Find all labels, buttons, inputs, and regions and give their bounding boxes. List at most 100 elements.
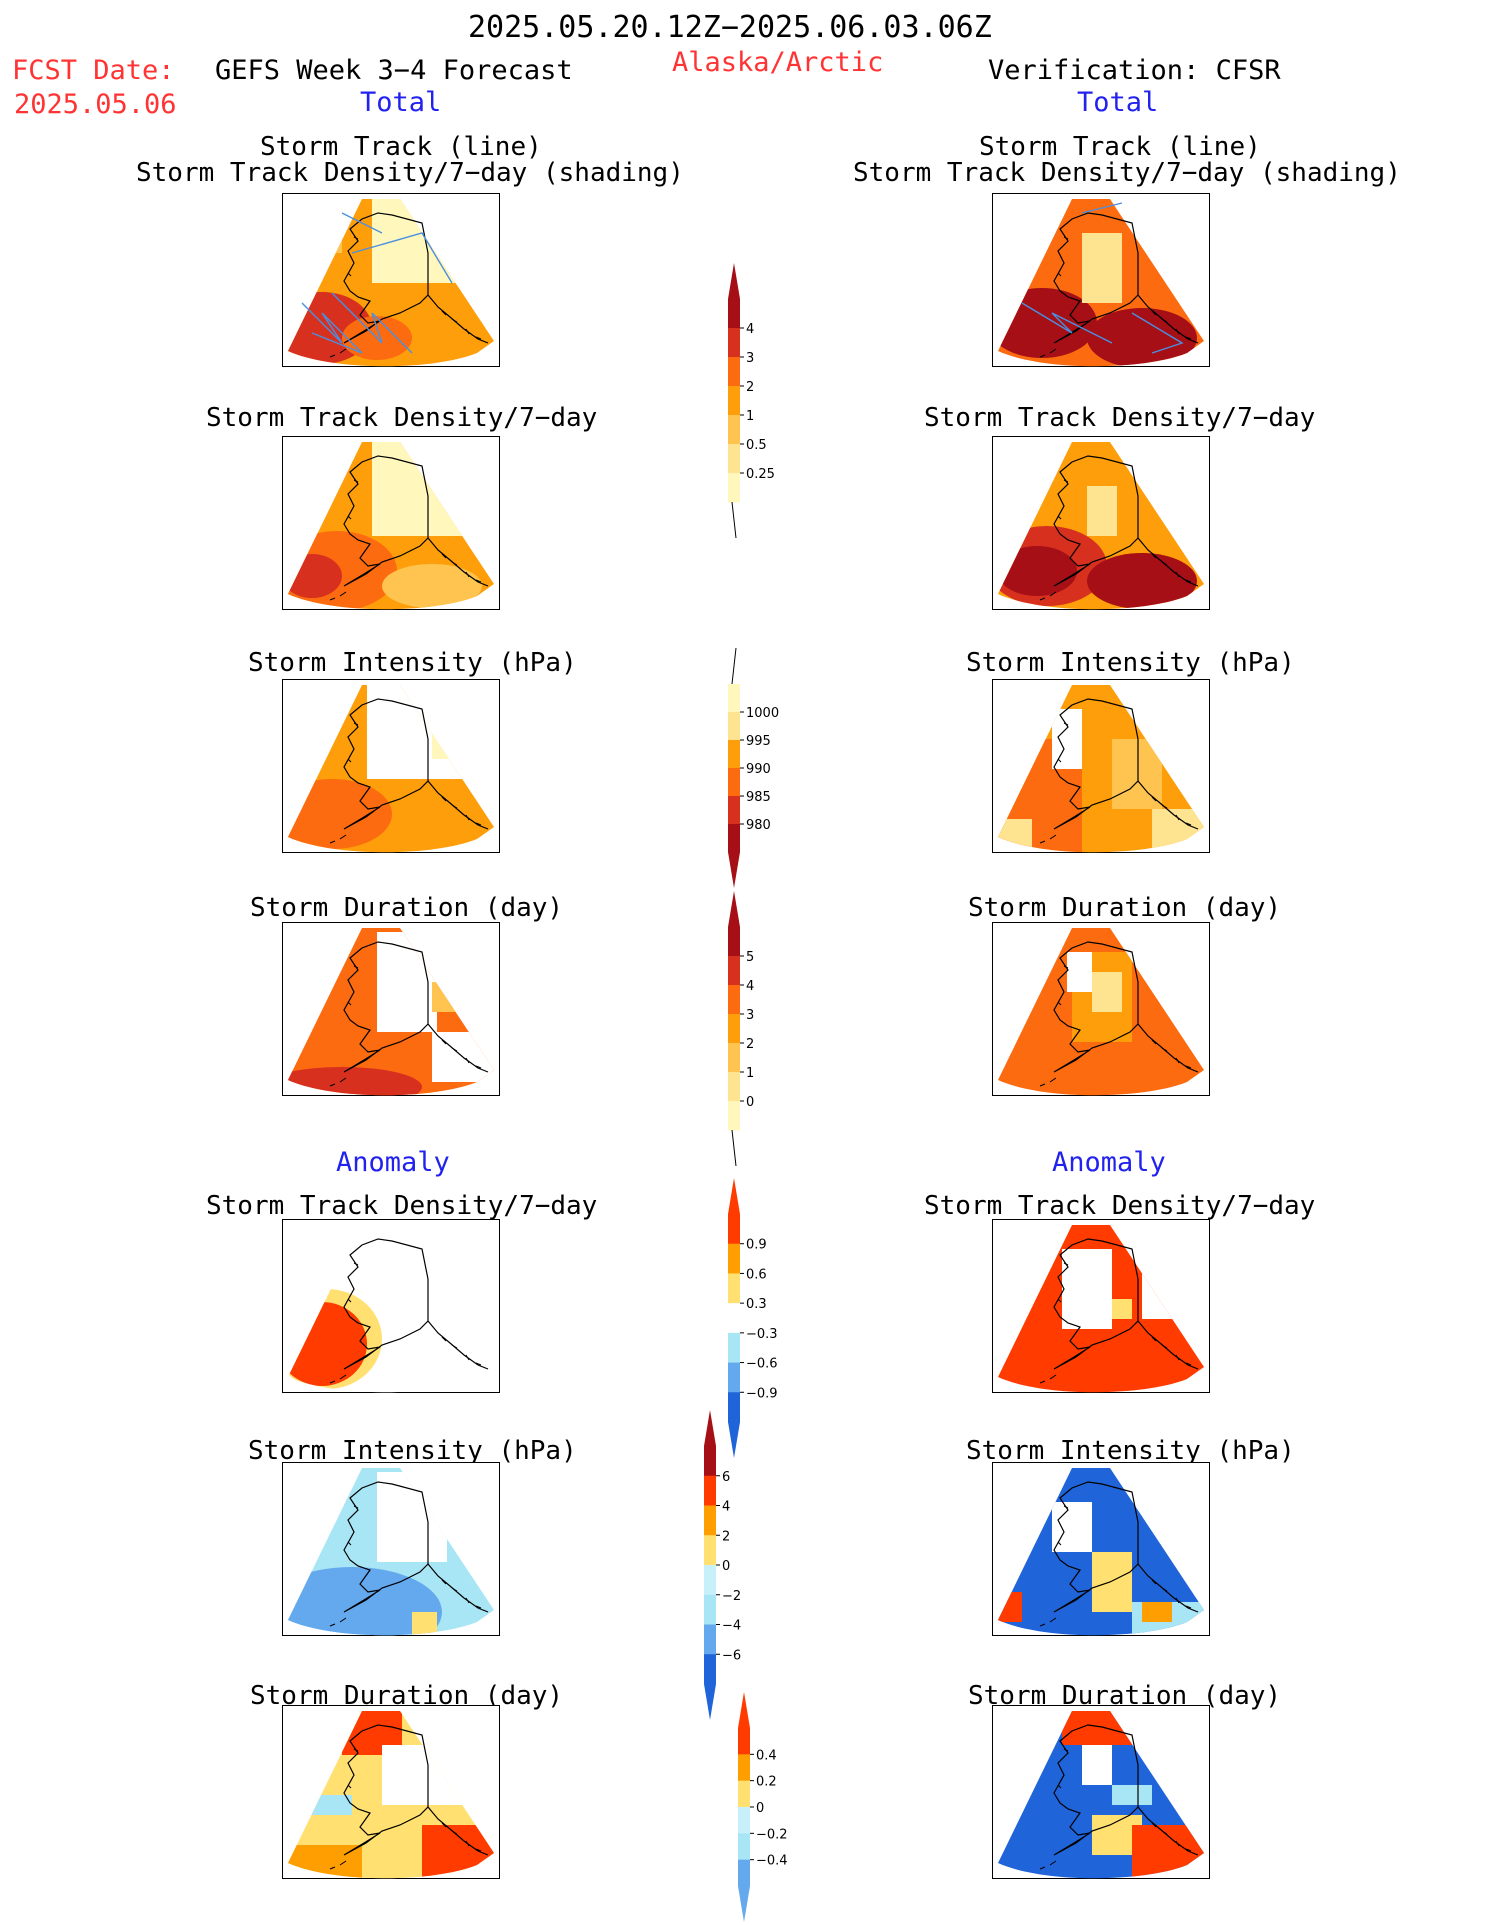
colorbar-label: 3 [746,1008,754,1023]
right-duration-map [992,922,1210,1096]
colorbar-label: 4 [746,979,754,994]
colorbar-segment [728,1072,740,1102]
colorbar-label: 1000 [746,706,779,721]
colorbar-segment [728,357,740,387]
colorbar-label: 0.5 [746,438,767,453]
colorbar-label: 4 [746,322,754,337]
colorbar-segment [728,473,740,503]
colorbar-segment [728,1362,740,1393]
right-density-map [992,436,1210,610]
colorbar-arrow [728,1178,740,1214]
right-density-anomaly-map [992,1219,1210,1393]
colorbar-segment [738,1780,750,1808]
colorbar-segment [728,740,740,769]
colorbar-segment [704,1654,716,1685]
colorbar-segment [728,796,740,825]
colorbar-svg: 0.9 0.6 0.3 −0.3 −0.6 −0.9 [728,1178,778,1458]
colorbar-label: 985 [746,790,771,805]
colorbar-label: −0.9 [746,1386,778,1401]
left-density-anomaly-map [282,1219,500,1393]
right-anomaly-label: Anomaly [1052,1147,1166,1178]
colorbar-duration-anomaly: 0.4 0.2 0 −0.2 −0.4 [734,1692,794,1922]
colorbar-segment [728,684,740,713]
colorbar-segment [728,328,740,358]
colorbar-tail [731,1129,737,1167]
colorbar-arrow [728,891,740,927]
colorbar-segment [728,1303,740,1334]
right-title-track-line: Storm Track (line) [979,132,1261,162]
right-title-density: Storm Track Density/7−day [924,403,1316,433]
colorbar-arrow [728,852,740,888]
left-duration-anomaly-map [282,1705,500,1879]
right-intensity-anomaly-map [992,1462,1210,1636]
colorbar-segment [704,1446,716,1477]
left-intensity-anomaly-map [282,1462,500,1636]
colorbar-label: 2 [722,1529,730,1544]
colorbar-segment [738,1807,750,1834]
colorbar-arrow [728,1422,740,1458]
colorbar-intensity-anomaly: 6 4 2 0 −2 −4 −6 [700,1410,760,1720]
left-intensity-map [282,679,500,853]
colorbar-segment [704,1535,716,1566]
colorbar-density-anomaly: 0.9 0.6 0.3 −0.3 −0.6 −0.9 [724,1178,784,1458]
colorbar-arrow [738,1886,750,1922]
left-title-track-line: Storm Track (line) [260,132,542,162]
left-duration-map [282,922,500,1096]
colorbar-label: 0.3 [746,1297,767,1312]
colorbar-duration-total: 5 4 3 2 1 0 [724,891,784,1167]
colorbar-svg: 0.4 0.2 0 −0.2 −0.4 [738,1692,788,1922]
colorbar-segment [728,1043,740,1073]
right-title-duration: Storm Duration (day) [968,893,1282,923]
colorbar-segment [704,1624,716,1655]
right-track-map [992,193,1210,367]
colorbar-segment [738,1754,750,1782]
colorbar-label: −6 [722,1648,741,1663]
colorbar-label: 2 [746,1037,754,1052]
colorbar-segment [728,444,740,474]
verification-title: Verification: CFSR [988,55,1281,86]
colorbar-label: 995 [746,734,771,749]
right-total-label: Total [1077,87,1159,118]
colorbar-segment [728,415,740,445]
colorbar-segment [704,1475,716,1506]
colorbar-arrow [738,1692,750,1728]
colorbar-label: 0.25 [746,467,775,482]
left-title-intensity-anom: Storm Intensity (hPa) [248,1436,577,1466]
region-label: Alaska/Arctic [672,47,884,78]
colorbar-segment [704,1505,716,1536]
colorbar-segment [728,956,740,986]
colorbar-segment [728,1101,740,1131]
colorbar-label: 6 [722,1470,730,1485]
colorbar-segment [728,1243,740,1274]
left-title-intensity: Storm Intensity (hPa) [248,648,577,678]
colorbar-svg: 6 4 2 0 −2 −4 −6 [704,1410,741,1720]
left-anomaly-label: Anomaly [336,1147,450,1178]
forecast-title: GEFS Week 3−4 Forecast [215,55,573,86]
colorbar-label: 990 [746,762,771,777]
left-track-map [282,193,500,367]
colorbar-label: 5 [746,950,754,965]
colorbar-segment [704,1565,716,1596]
right-title-track-shading: Storm Track Density/7−day (shading) [853,158,1401,188]
colorbar-label: −0.3 [746,1327,778,1342]
fcst-date-value: 2025.05.06 [14,89,177,120]
colorbar-svg: 1000 995 990 985 980 [728,647,779,888]
colorbar-label: 0.2 [756,1775,777,1790]
colorbar-segment [704,1594,716,1625]
colorbar-label: 0 [746,1095,754,1110]
left-title-density-anom: Storm Track Density/7−day [206,1191,598,1221]
colorbar-segment [728,386,740,416]
colorbar-label: −0.6 [746,1357,778,1372]
right-intensity-map [992,679,1210,853]
left-title-density: Storm Track Density/7−day [206,403,598,433]
colorbar-density-total: 4 3 2 1 0.5 0.25 [724,263,784,539]
colorbar-label: 1 [746,409,754,424]
colorbar-segment [728,1273,740,1304]
colorbar-svg: 4 3 2 1 0.5 0.25 [728,263,775,539]
colorbar-label: 0 [756,1801,764,1816]
colorbar-label: −0.2 [756,1827,788,1842]
left-title-track-shading: Storm Track Density/7−day (shading) [136,158,684,188]
colorbar-label: 0.9 [746,1238,767,1253]
colorbar-segment [728,299,740,329]
colorbar-segment [728,1014,740,1044]
